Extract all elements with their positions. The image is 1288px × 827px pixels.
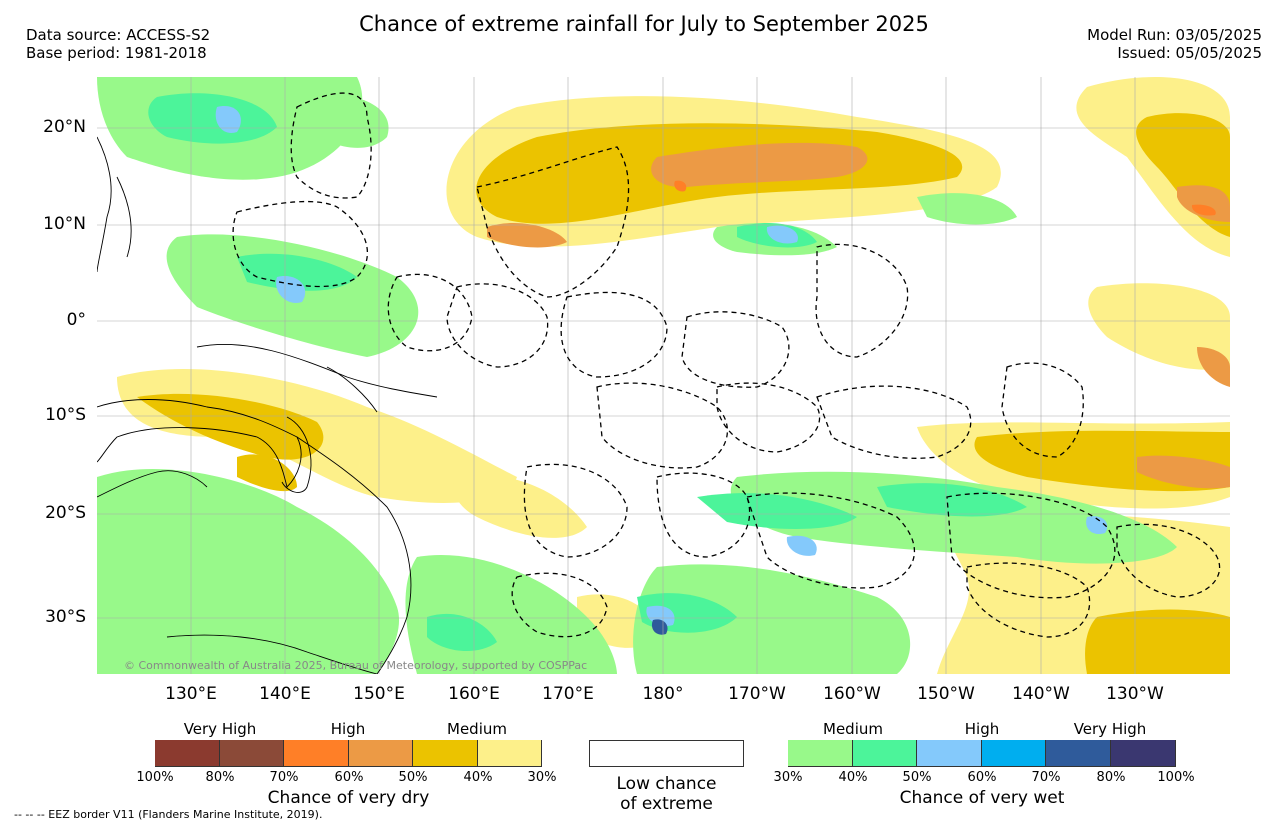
model-run: Model Run: 03/05/2025 — [1087, 26, 1262, 44]
dry-tick: 80% — [205, 770, 235, 785]
eez-footnote: -- -- -- EEZ border V11 (Flanders Marine… — [14, 808, 323, 821]
wet-50-areas — [148, 93, 1027, 652]
wet-tick: 50% — [902, 770, 932, 785]
dry-tick: 100% — [136, 770, 174, 785]
lat-label-20n: 20°N — [43, 117, 86, 137]
wet-tick: 30% — [773, 770, 803, 785]
meta-left: Data source: ACCESS-S2 Base period: 1981… — [26, 26, 210, 62]
wet-80-areas — [651, 619, 668, 635]
wet-medium-areas — [97, 77, 1177, 674]
lat-label-10s: 10°S — [45, 405, 86, 425]
wet-legend-swatch-6 — [1111, 740, 1176, 766]
lon-label-130w: 130°W — [1106, 684, 1164, 704]
wet-tick: 60% — [967, 770, 997, 785]
lat-label-20s: 20°S — [45, 503, 86, 523]
low-chance-swatch — [589, 740, 744, 767]
wet-60-areas — [215, 106, 1108, 626]
lat-label-eq: 0° — [66, 310, 86, 330]
wet-tick: 100% — [1157, 770, 1195, 785]
wet-tick: 70% — [1031, 770, 1061, 785]
dry-legend-header-high: High — [330, 720, 366, 738]
wet-tick: 40% — [838, 770, 868, 785]
dry-tick: 30% — [527, 770, 557, 785]
lon-label-140w: 140°W — [1012, 684, 1070, 704]
low-chance-caption: Low chance of extreme — [589, 774, 744, 814]
lon-label-160e: 160°E — [448, 684, 500, 704]
dry-legend-caption: Chance of very dry — [267, 788, 430, 808]
dry-legend-header-very-high: Very High — [183, 720, 257, 738]
wet-legend-caption: Chance of very wet — [899, 788, 1065, 808]
coastlines — [97, 136, 438, 674]
dry-legend-swatch-4 — [349, 740, 413, 766]
dry-legend-swatch-3 — [284, 740, 349, 766]
lon-label-130e: 130°E — [165, 684, 217, 704]
rainfall-map — [97, 77, 1230, 674]
map-gridlines — [97, 77, 1230, 674]
dry-legend-swatch-2 — [220, 740, 284, 766]
lon-label-140e: 140°E — [259, 684, 311, 704]
dry-tick: 70% — [269, 770, 299, 785]
dry-70-areas — [674, 180, 1216, 216]
lon-label-160w: 160°W — [823, 684, 881, 704]
wet-legend-swatch-3 — [917, 740, 982, 766]
dry-60-areas — [487, 142, 1230, 489]
data-source: Data source: ACCESS-S2 — [26, 26, 211, 44]
map-title: Chance of extreme rainfall for July to S… — [359, 12, 929, 36]
meta-right: Model Run: 03/05/2025 Issued: 05/05/2025 — [1087, 26, 1262, 62]
wet-legend-swatch-2 — [853, 740, 917, 766]
lat-label-10n: 10°N — [43, 214, 86, 234]
lon-label-180: 180° — [642, 684, 684, 704]
lon-label-170e: 170°E — [542, 684, 594, 704]
lon-label-150e: 150°E — [353, 684, 405, 704]
dry-legend-swatch-6 — [478, 740, 542, 766]
lat-label-30s: 30°S — [45, 607, 86, 627]
low-chance-line-1: Low chance — [616, 774, 717, 794]
wet-legend-header-high: High — [964, 720, 1000, 738]
wet-legend-header-very-high: Very High — [1073, 720, 1147, 738]
dry-tick: 50% — [398, 770, 428, 785]
wet-legend-header-medium: Medium — [823, 720, 883, 738]
dry-tick: 40% — [463, 770, 493, 785]
dry-legend-swatch-5 — [413, 740, 478, 766]
dry-legend-header-medium: Medium — [447, 720, 507, 738]
dry-legend-swatch-1 — [155, 740, 220, 766]
wet-legend-swatch-1 — [788, 740, 853, 766]
copyright-notice: © Commonwealth of Australia 2025, Bureau… — [124, 659, 588, 672]
eez-borders — [232, 92, 1221, 638]
dry-tick: 60% — [334, 770, 364, 785]
base-period: Base period: 1981-2018 — [26, 44, 207, 62]
lon-label-170w: 170°W — [728, 684, 786, 704]
low-chance-line-2: of extreme — [620, 794, 713, 814]
lon-label-150w: 150°W — [917, 684, 975, 704]
issued-date: Issued: 05/05/2025 — [1117, 44, 1262, 62]
wet-tick: 80% — [1096, 770, 1126, 785]
wet-legend-swatch-4 — [982, 740, 1046, 766]
wet-legend-swatch-5 — [1046, 740, 1111, 766]
